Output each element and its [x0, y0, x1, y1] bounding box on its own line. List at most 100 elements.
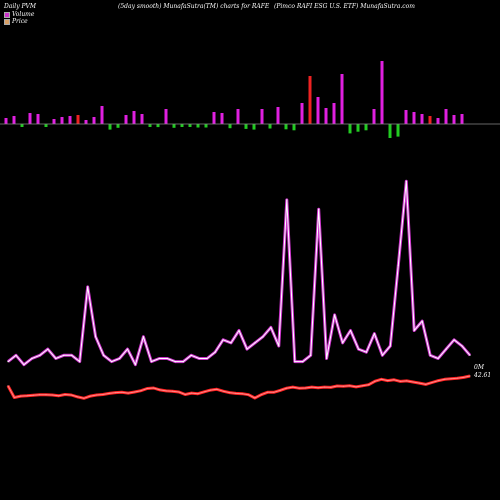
price-point	[89, 395, 91, 397]
legend-price-label: Price	[12, 18, 28, 25]
price-point	[197, 393, 199, 395]
price-point	[121, 391, 123, 393]
volume-bar	[100, 106, 104, 124]
volume-bar	[12, 116, 16, 124]
volume-bar	[36, 114, 40, 124]
volume-bar	[332, 103, 336, 124]
price-line	[7, 375, 471, 399]
volume-bar	[220, 113, 224, 124]
volume-point	[63, 354, 65, 356]
volume-bar	[396, 124, 400, 137]
volume-series	[7, 179, 472, 367]
price-point	[254, 397, 256, 399]
price-point	[77, 396, 79, 398]
volume-point	[166, 357, 168, 360]
price-point	[247, 394, 250, 396]
volume-point	[373, 333, 375, 335]
volume-point	[270, 326, 272, 328]
volume-point	[39, 354, 41, 356]
volume-point	[405, 180, 407, 182]
volume-bar	[44, 124, 48, 127]
volume-bar	[268, 124, 272, 129]
legend-price-swatch	[4, 18, 10, 25]
volume-bar	[316, 97, 320, 124]
price-point	[184, 393, 186, 396]
price-point	[412, 381, 414, 383]
price-series	[6, 374, 471, 400]
volume-bar	[188, 124, 192, 127]
volume-point	[134, 364, 136, 366]
volume-point	[397, 264, 399, 266]
volume-bar	[204, 124, 208, 128]
price-point	[260, 394, 262, 396]
price-point	[26, 395, 28, 397]
price-point	[235, 392, 237, 394]
chart-title: (5day smooth) MunafaSutra(TM) charts for…	[118, 3, 270, 10]
price-point	[317, 387, 319, 389]
price-point	[292, 386, 294, 388]
price-point	[342, 385, 344, 387]
volume-bar	[156, 124, 160, 128]
volume-point	[461, 345, 463, 347]
price-point	[469, 375, 471, 377]
volume-point	[429, 354, 431, 356]
volume-point	[190, 354, 192, 356]
price-point	[13, 396, 15, 399]
volume-bar	[252, 124, 256, 130]
price-point	[165, 390, 167, 392]
price-point	[58, 395, 60, 397]
price-point	[228, 392, 231, 394]
volume-point	[79, 361, 81, 363]
volume-point	[357, 348, 360, 350]
price-point	[406, 380, 408, 382]
price-point	[285, 387, 288, 389]
price-point	[298, 387, 300, 389]
price-point	[216, 388, 218, 390]
volume-bar	[52, 119, 56, 124]
price-point	[51, 394, 53, 396]
volume-point	[389, 345, 391, 347]
legend-volume-label: Volume	[12, 11, 35, 18]
volume-bar	[292, 124, 296, 131]
price-point	[159, 389, 161, 391]
volume-bar	[276, 107, 280, 124]
volume-bar	[20, 124, 24, 127]
volume-point	[286, 199, 288, 201]
price-point	[64, 393, 66, 396]
volume-point	[326, 357, 328, 360]
volume-bars	[4, 61, 464, 138]
volume-point	[103, 354, 105, 356]
volume-bar	[60, 117, 64, 124]
volume-point	[310, 354, 312, 356]
volume-bar	[84, 120, 88, 124]
volume-point	[111, 361, 113, 363]
price-point	[330, 386, 332, 388]
price-point	[368, 384, 370, 386]
volume-point	[342, 342, 344, 344]
price-point	[266, 391, 269, 393]
volume-bar	[412, 112, 416, 124]
volume-bar	[388, 124, 392, 138]
volume-bar	[196, 124, 200, 128]
volume-point	[198, 357, 200, 360]
volume-point	[214, 351, 216, 353]
price-point	[304, 387, 307, 389]
volume-bar	[4, 118, 8, 124]
volume-point	[262, 336, 264, 338]
volume-point	[238, 329, 240, 332]
price-point	[140, 390, 142, 392]
price-point	[450, 378, 452, 380]
volume-point	[254, 342, 256, 344]
volume-bar	[452, 115, 456, 124]
volume-bar	[244, 124, 248, 129]
price-point	[279, 389, 281, 391]
volume-bar	[380, 61, 384, 124]
legend-volume-swatch	[4, 11, 10, 18]
volume-point	[421, 320, 423, 322]
price-point	[380, 378, 382, 380]
price-point	[108, 392, 110, 394]
volume-point	[413, 329, 415, 332]
volume-bar	[308, 76, 312, 124]
volume-point	[206, 357, 208, 360]
